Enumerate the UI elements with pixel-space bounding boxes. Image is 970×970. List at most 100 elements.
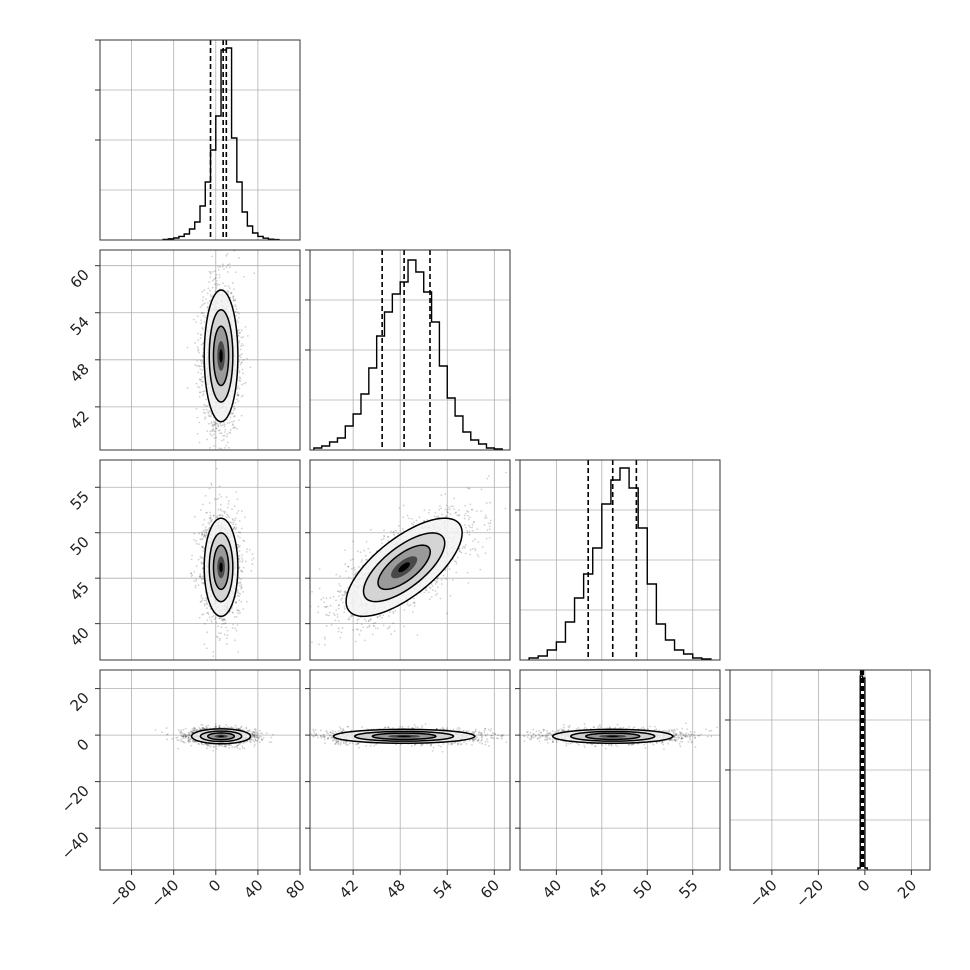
scatter-point xyxy=(464,552,467,555)
scatter-point xyxy=(199,337,202,339)
scatter-point xyxy=(447,511,449,514)
scatter-point xyxy=(224,285,227,287)
scatter-point xyxy=(190,572,193,575)
scatter-point xyxy=(381,542,383,545)
scatter-point xyxy=(355,571,358,574)
scatter-point xyxy=(229,287,231,290)
scatter-point xyxy=(203,417,206,420)
scatter-point xyxy=(212,514,215,517)
scatter-point xyxy=(463,514,466,517)
scatter-point xyxy=(198,365,201,368)
scatter-point xyxy=(201,376,203,379)
scatter-point xyxy=(209,517,212,520)
scatter-point xyxy=(229,413,232,415)
scatter-point xyxy=(474,538,476,541)
scatter-point xyxy=(511,517,513,519)
scatter-point xyxy=(219,616,222,619)
scatter-point xyxy=(387,540,390,542)
scatter-point xyxy=(218,485,221,488)
scatter-point xyxy=(201,557,204,559)
scatter-point xyxy=(195,540,198,543)
scatter-point xyxy=(232,521,235,524)
scatter-point xyxy=(352,558,354,561)
scatter-point xyxy=(413,521,415,524)
scatter-point xyxy=(454,512,457,514)
scatter-point xyxy=(367,620,370,622)
scatter-point xyxy=(220,432,223,434)
scatter-point xyxy=(209,294,212,296)
scatter-point xyxy=(206,430,209,433)
scatter-point xyxy=(239,377,242,380)
scatter-point xyxy=(236,319,239,322)
scatter-point xyxy=(226,271,229,273)
scatter-point xyxy=(240,329,243,332)
scatter-point xyxy=(201,369,204,372)
scatter-point xyxy=(210,621,213,623)
scatter-point xyxy=(240,570,243,572)
scatter-point xyxy=(238,355,241,357)
scatter-point xyxy=(238,387,241,390)
scatter-point xyxy=(225,496,228,498)
scatter-point xyxy=(466,571,469,574)
scatter-point xyxy=(220,424,223,427)
scatter-point xyxy=(217,508,220,511)
scatter-point xyxy=(230,663,232,665)
scatter-point xyxy=(234,517,237,519)
scatter-point xyxy=(348,576,350,579)
scatter-point xyxy=(214,277,217,279)
scatter-point xyxy=(201,532,204,535)
scatter-point xyxy=(197,339,199,342)
scatter-point xyxy=(231,424,234,427)
scatter-point xyxy=(225,444,228,447)
scatter-point xyxy=(240,578,242,581)
scatter-point xyxy=(203,534,206,536)
scatter-point xyxy=(467,514,470,517)
scatter-point xyxy=(195,407,198,410)
scatter-point xyxy=(214,290,217,293)
scatter-point xyxy=(440,578,443,581)
scatter-point xyxy=(352,540,355,543)
scatter-point xyxy=(201,290,204,293)
scatter-point xyxy=(233,615,236,618)
scatter-point xyxy=(236,391,239,394)
scatter-point xyxy=(202,530,205,532)
scatter-point xyxy=(386,627,389,630)
scatter-point xyxy=(242,358,245,361)
scatter-point xyxy=(372,622,375,625)
scatter-point xyxy=(199,573,202,575)
scatter-point xyxy=(196,432,199,435)
scatter-point xyxy=(338,575,341,578)
scatter-point xyxy=(200,304,203,307)
scatter-point xyxy=(207,613,210,616)
scatter-point xyxy=(236,535,239,537)
scatter-point xyxy=(199,576,202,579)
scatter-point xyxy=(236,590,239,593)
scatter-point xyxy=(208,616,211,619)
scatter-point xyxy=(222,282,224,285)
scatter-point xyxy=(374,621,377,624)
scatter-point xyxy=(241,554,244,556)
scatter-point xyxy=(231,282,234,284)
scatter-point xyxy=(220,514,223,517)
scatter-point xyxy=(201,533,204,536)
scatter-point xyxy=(215,516,218,519)
scatter-point xyxy=(237,311,239,314)
scatter-point xyxy=(199,555,202,558)
scatter-point xyxy=(209,521,212,524)
scatter-point xyxy=(200,562,203,565)
scatter-point xyxy=(233,407,236,410)
scatter-point xyxy=(406,603,409,606)
scatter-point xyxy=(215,286,218,289)
scatter-point xyxy=(231,508,233,511)
scatter-point xyxy=(211,255,214,258)
scatter-point xyxy=(200,594,203,597)
scatter-point xyxy=(213,437,216,440)
scatter-point xyxy=(397,524,400,527)
scatter-point xyxy=(231,611,234,614)
scatter-point xyxy=(241,368,244,371)
histogram-0 xyxy=(162,47,280,241)
scatter-point xyxy=(195,565,198,568)
scatter-point xyxy=(224,619,227,622)
scatter-point xyxy=(201,577,204,580)
scatter-point xyxy=(233,420,236,423)
